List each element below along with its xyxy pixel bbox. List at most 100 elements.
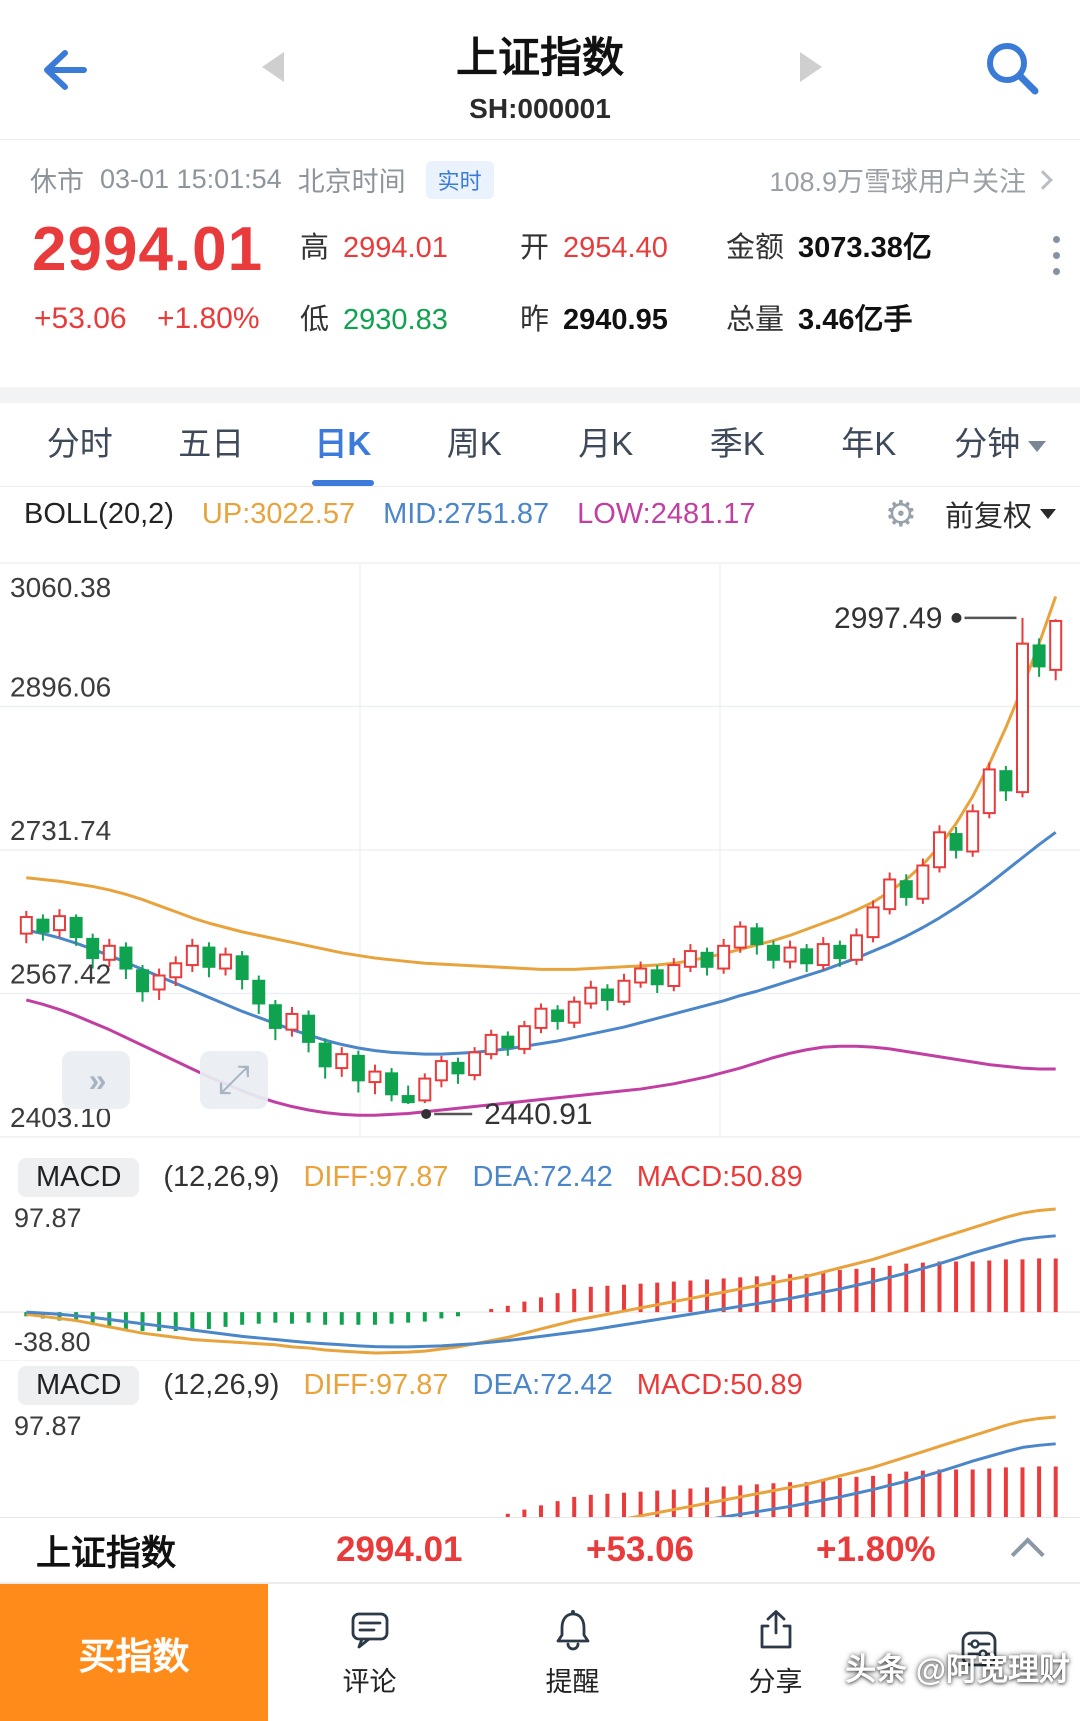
macd-axis-min: -38.80 bbox=[14, 1327, 91, 1357]
tab-weekly-k[interactable]: 周K bbox=[446, 425, 502, 462]
tab-quarterly-k[interactable]: 季K bbox=[709, 425, 765, 462]
nav-label: 分享 bbox=[748, 1667, 803, 1697]
macd2-svg bbox=[489, 1415, 1058, 1517]
current-price: 2994.01 bbox=[32, 215, 264, 284]
nav-item-comment[interactable]: 评论 bbox=[268, 1584, 471, 1721]
stat-column-amount-volume: 金额 3073.38亿 总量 3.46亿手 bbox=[726, 224, 932, 338]
header: 上证指数 SH:000001 bbox=[0, 0, 1080, 140]
macd-diff-value: DIFF:97.87 bbox=[303, 1160, 449, 1193]
followers-link[interactable]: 108.9万雪球用户关注 bbox=[769, 160, 1053, 199]
back-button[interactable] bbox=[26, 32, 102, 108]
comment-icon bbox=[351, 1612, 388, 1649]
tab-five-day[interactable]: 五日 bbox=[178, 425, 245, 462]
boll-indicator-row: BOLL(20,2) UP:3022.57 MID:2751.87 LOW:24… bbox=[0, 487, 1080, 541]
stat-column-open-prev: 开 2954.40 昨 2940.95 bbox=[520, 224, 668, 338]
nav-item-alert[interactable]: 提醒 bbox=[471, 1584, 674, 1721]
macd2-diff-value: DIFF:97.87 bbox=[303, 1368, 449, 1401]
stat-column-high-low: 高 2994.01 低 2930.83 bbox=[300, 224, 448, 338]
tab-yearly-k[interactable]: 年K bbox=[841, 425, 897, 462]
market-state: 休市 bbox=[30, 167, 84, 197]
back-arrow-icon bbox=[44, 50, 87, 90]
candlestick-svg: 2997.49 2440.91 3060.38 2896.06 2731.74 2567.… bbox=[0, 562, 1080, 1138]
macd2-chart-clipped[interactable]: 97.87 bbox=[0, 1409, 1080, 1517]
tab-minute-chart[interactable]: 分时 bbox=[46, 425, 113, 462]
watermark-text: 头条 @阿宽理财 bbox=[845, 1652, 1070, 1687]
price-change-pct: +1.80% bbox=[156, 302, 260, 335]
bottom-nav: 买指数 评论 提醒 分享 头 bbox=[0, 1583, 1080, 1721]
stock-code: SH:000001 bbox=[469, 93, 611, 124]
period-tabs: 分时 五日 日K 周K 月K 季K 年K 分钟 bbox=[0, 403, 1080, 487]
bell-icon bbox=[556, 1610, 589, 1651]
macd-legend-row: MACD (12,26,9) DIFF:97.87 DEA:72.42 MACD… bbox=[0, 1153, 1080, 1201]
section-divider bbox=[0, 387, 1080, 403]
title-block: 上证指数 SH:000001 bbox=[0, 24, 1080, 125]
followers-count: 108.9万雪球用户关注 bbox=[769, 167, 1026, 197]
page-title: 上证指数 bbox=[455, 34, 624, 81]
more-menu-icon[interactable] bbox=[1053, 236, 1060, 275]
tab-monthly-k[interactable]: 月K bbox=[578, 425, 634, 462]
macd-chart[interactable]: 97.87 -38.80 bbox=[0, 1201, 1080, 1361]
macd2-dea-value: DEA:72.42 bbox=[472, 1368, 613, 1401]
macd-params: (12,26,9) bbox=[163, 1160, 280, 1193]
price-change: +53.06 bbox=[34, 302, 127, 335]
svg-text:2731.74: 2731.74 bbox=[10, 815, 111, 846]
boll-low-value: LOW:2481.17 bbox=[577, 497, 756, 530]
sliders-icon bbox=[961, 1631, 996, 1666]
stat-amount: 金额 3073.38亿 bbox=[726, 232, 932, 264]
macd2-axis-max: 97.87 bbox=[14, 1411, 82, 1441]
footer-quote-bar[interactable]: 上证指数 2994.01 +53.06 +1.80% bbox=[0, 1517, 1080, 1583]
macd-indicator-tab[interactable]: MACD bbox=[18, 1157, 140, 1197]
tab-minutes-dropdown[interactable]: 分钟 bbox=[935, 403, 1067, 486]
svg-text:2896.06: 2896.06 bbox=[10, 672, 111, 703]
tab-daily-k[interactable]: 日K bbox=[277, 403, 409, 486]
prev-stock-icon[interactable] bbox=[262, 52, 284, 82]
search-button[interactable] bbox=[974, 30, 1050, 106]
macd2-legend-row: MACD (12,26,9) DIFF:97.87 DEA:72.42 MACD… bbox=[0, 1361, 1080, 1409]
next-stock-icon[interactable] bbox=[800, 52, 822, 82]
nav-label: 评论 bbox=[342, 1667, 397, 1697]
stat-prev-close: 昨 2940.95 bbox=[520, 304, 668, 336]
quote-datetime: 03-01 15:01:54 bbox=[100, 164, 282, 194]
buy-index-button[interactable]: 买指数 bbox=[0, 1584, 268, 1721]
footer-price: 2994.01 bbox=[336, 1530, 463, 1569]
fast-forward-button[interactable]: » bbox=[62, 1051, 130, 1109]
macd-dea-value: DEA:72.42 bbox=[472, 1160, 613, 1193]
footer-stock-name: 上证指数 bbox=[36, 1533, 177, 1573]
stat-open: 开 2954.40 bbox=[520, 232, 668, 264]
quote-section: 休市 03-01 15:01:54 北京时间 实时 108.9万雪球用户关注 2… bbox=[0, 140, 1080, 387]
adjust-mode-dropdown[interactable]: 前复权 bbox=[945, 493, 1056, 535]
macd-svg bbox=[0, 1207, 1080, 1355]
macd-macd-value: MACD:50.89 bbox=[636, 1160, 803, 1193]
footer-change: +53.06 bbox=[586, 1530, 695, 1569]
chevron-right-icon bbox=[1033, 169, 1053, 190]
macd2-macd-value: MACD:50.89 bbox=[636, 1368, 803, 1401]
boll-mid-value: MID:2751.87 bbox=[383, 497, 550, 530]
footer-change-pct: +1.80% bbox=[816, 1530, 936, 1569]
timezone-label: 北京时间 bbox=[297, 167, 406, 197]
macd2-indicator-tab[interactable]: MACD bbox=[18, 1365, 140, 1405]
share-icon bbox=[760, 1610, 791, 1649]
svg-text:2440.91: 2440.91 bbox=[484, 1098, 592, 1131]
price-change-row: +53.06 +1.80% bbox=[34, 302, 282, 336]
nav-label: 提醒 bbox=[545, 1667, 600, 1697]
svg-text:3060.38: 3060.38 bbox=[10, 572, 111, 603]
nav-item-share[interactable]: 分享 bbox=[674, 1584, 877, 1721]
caret-down-icon bbox=[1028, 440, 1047, 452]
caret-down-icon bbox=[1040, 509, 1056, 519]
boll-label: BOLL(20,2) bbox=[24, 497, 174, 530]
svg-text:2567.42: 2567.42 bbox=[10, 959, 111, 990]
stat-low: 低 2930.83 bbox=[300, 304, 448, 336]
nav-item-settings[interactable] bbox=[877, 1584, 1080, 1721]
status-row: 休市 03-01 15:01:54 北京时间 实时 108.9万雪球用户关注 bbox=[0, 140, 1080, 199]
svg-text:2997.49: 2997.49 bbox=[834, 602, 942, 635]
macd-axis-max: 97.87 bbox=[14, 1203, 82, 1233]
boll-up-value: UP:3022.57 bbox=[201, 497, 356, 530]
search-icon bbox=[987, 43, 1039, 95]
gear-icon[interactable]: ⚙ bbox=[884, 493, 917, 534]
expand-chart-button[interactable]: ⤢ bbox=[200, 1051, 268, 1109]
candlestick-chart[interactable]: 2997.49 2440.91 3060.38 2896.06 2731.74 2567.… bbox=[0, 541, 1080, 1153]
realtime-badge: 实时 bbox=[425, 160, 494, 199]
macd2-params: (12,26,9) bbox=[163, 1368, 280, 1401]
stat-volume: 总量 3.46亿手 bbox=[726, 304, 913, 336]
stat-high: 高 2994.01 bbox=[300, 232, 448, 264]
